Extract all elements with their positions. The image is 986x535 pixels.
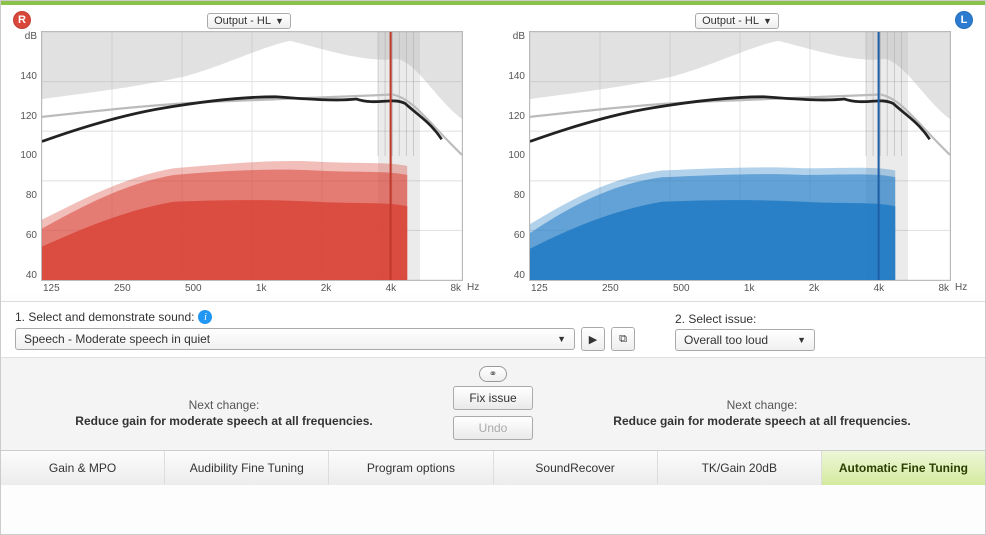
sound-select-value: Speech - Moderate speech in quiet <box>24 332 210 346</box>
next-change-left: Next change: Reduce gain for moderate sp… <box>553 398 971 428</box>
sound-select-group: 1. Select and demonstrate sound: i Speec… <box>15 310 635 351</box>
change-row: Next change: Reduce gain for moderate sp… <box>1 386 985 450</box>
tab-gain-mpo[interactable]: Gain & MPO <box>1 451 165 485</box>
chart-body-right: dB 140 120 100 80 60 40 125 250 500 1k 2 <box>9 29 489 295</box>
x-axis-right: 125 250 500 1k 2k 4k 8k <box>41 281 463 295</box>
loop-button[interactable]: ⧉ <box>611 327 635 351</box>
fix-issue-button[interactable]: Fix issue <box>453 386 533 410</box>
play-icon: ▶ <box>589 333 597 346</box>
bottom-tabs: Gain & MPO Audibility Fine Tuning Progra… <box>1 450 985 485</box>
chart-body-left: dB 140 120 100 80 60 40 125 250 500 1k 2 <box>497 29 977 295</box>
next-change-heading: Next change: <box>553 398 971 412</box>
x-unit-left: Hz <box>951 31 973 295</box>
issue-select-value: Overall too loud <box>684 333 768 347</box>
charts-row: R Output - HL ▼ dB 140 120 100 80 60 40 <box>1 5 985 295</box>
link-row: ⚭ <box>1 357 985 386</box>
y-axis-left: dB 140 120 100 80 60 40 <box>501 31 529 295</box>
chart-panel-right-ear: R Output - HL ▼ dB 140 120 100 80 60 40 <box>9 11 489 295</box>
play-button[interactable]: ▶ <box>581 327 605 351</box>
issue-select[interactable]: Overall too loud ▼ <box>675 329 815 351</box>
next-change-desc: Reduce gain for moderate speech at all f… <box>15 414 433 428</box>
undo-button[interactable]: Undo <box>453 416 533 440</box>
chevron-down-icon: ▼ <box>275 16 284 26</box>
y-unit: dB <box>25 31 37 42</box>
chevron-down-icon: ▼ <box>763 16 772 26</box>
next-change-desc: Reduce gain for moderate speech at all f… <box>553 414 971 428</box>
next-change-right: Next change: Reduce gain for moderate sp… <box>15 398 433 428</box>
x-unit-right: Hz <box>463 31 485 295</box>
sound-row: Speech - Moderate speech in quiet ▼ ▶ ⧉ <box>15 327 635 351</box>
chart-view-label: Output - HL <box>702 15 759 27</box>
link-ears-toggle[interactable]: ⚭ <box>479 366 507 382</box>
x-axis-left: 125 250 500 1k 2k 4k 8k <box>529 281 951 295</box>
issue-select-label: 2. Select issue: <box>675 312 815 326</box>
tab-tk-gain[interactable]: TK/Gain 20dB <box>658 451 822 485</box>
loop-icon: ⧉ <box>619 333 627 346</box>
controls-region: 1. Select and demonstrate sound: i Speec… <box>1 302 985 357</box>
plot-wrap-left: 125 250 500 1k 2k 4k 8k <box>529 31 951 295</box>
plot-left[interactable] <box>529 31 951 281</box>
next-change-heading: Next change: <box>15 398 433 412</box>
info-icon[interactable]: i <box>198 310 212 324</box>
plot-right[interactable] <box>41 31 463 281</box>
action-buttons: Fix issue Undo <box>433 386 553 440</box>
plot-wrap-right: 125 250 500 1k 2k 4k 8k <box>41 31 463 295</box>
chart-view-dropdown-right[interactable]: Output - HL ▼ <box>207 13 291 29</box>
tab-soundrecover[interactable]: SoundRecover <box>494 451 658 485</box>
tab-auto-fine-tuning[interactable]: Automatic Fine Tuning <box>822 451 985 485</box>
sound-select-label: 1. Select and demonstrate sound: i <box>15 310 635 324</box>
chevron-down-icon: ▼ <box>557 334 566 344</box>
chart-view-dropdown-left[interactable]: Output - HL ▼ <box>695 13 779 29</box>
right-ear-badge: R <box>13 11 31 29</box>
controls-row: 1. Select and demonstrate sound: i Speec… <box>15 310 971 351</box>
tab-program-options[interactable]: Program options <box>329 451 493 485</box>
fitting-window: R Output - HL ▼ dB 140 120 100 80 60 40 <box>0 0 986 535</box>
chevron-down-icon: ▼ <box>797 335 806 345</box>
sound-select[interactable]: Speech - Moderate speech in quiet ▼ <box>15 328 575 350</box>
issue-select-group: 2. Select issue: Overall too loud ▼ <box>675 312 815 351</box>
left-ear-badge: L <box>955 11 973 29</box>
chart-panel-left-ear: L Output - HL ▼ dB 140 120 100 80 60 40 <box>497 11 977 295</box>
tab-audibility[interactable]: Audibility Fine Tuning <box>165 451 329 485</box>
y-unit: dB <box>513 31 525 42</box>
chart-view-label: Output - HL <box>214 15 271 27</box>
y-axis-right: dB 140 120 100 80 60 40 <box>13 31 41 295</box>
